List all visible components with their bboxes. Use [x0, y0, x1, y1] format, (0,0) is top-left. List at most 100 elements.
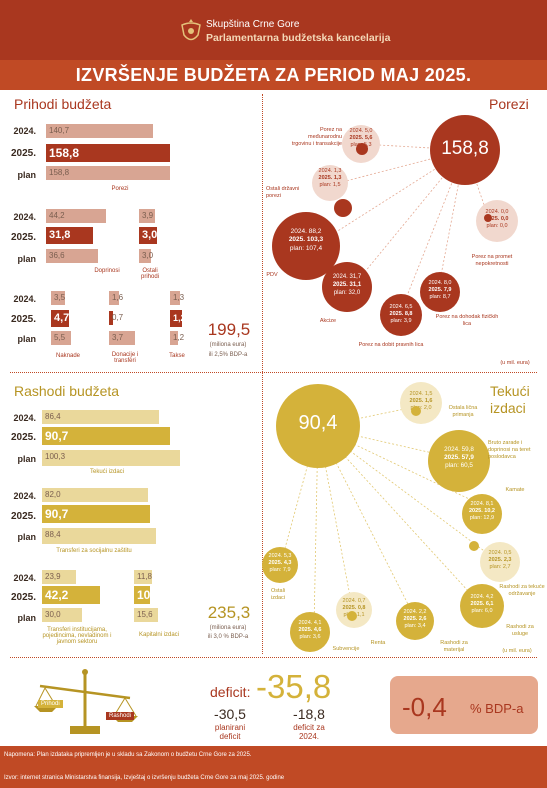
bar-plan: 30,0 [42, 608, 82, 622]
office-name: Parlamentarna budžetska kancelarija [206, 32, 391, 44]
category-label: Takse [169, 353, 185, 359]
bar-plan: 158,8 [46, 166, 170, 180]
bar-plan: 3,7 [109, 331, 135, 345]
exp-name: Rashodi za tekuće održavanje [499, 584, 545, 598]
exp-bubble [336, 592, 372, 628]
bar-plan: 1,2 [170, 331, 184, 345]
tax-bubble [380, 294, 422, 336]
deficit-value: -35,8 [256, 668, 332, 705]
exp-bubble [262, 547, 298, 583]
bar-2024: 23,9 [42, 570, 76, 584]
current-exp-total-value: 90,4 [298, 412, 338, 434]
bar-2025: 31,8 [46, 227, 93, 244]
footer-source: Izvor: internet stranica Ministarstva fi… [4, 775, 285, 781]
tax-dot [356, 143, 368, 155]
tax-values: 2024. 8,0 2025. 7,9 plan: 8,7 [428, 280, 452, 301]
exp-name: Rashodi za materijal [440, 640, 468, 654]
bar-plan: 15,6 [134, 608, 158, 622]
tax-name: Porez na međunarodnu trgovinu i transakc… [291, 127, 342, 148]
org-name: Skupština Crne Gore [206, 19, 300, 30]
revenue-section-title: Prihodi budžeta [14, 96, 112, 112]
tax-values: 2024. 0,0 2025. 0,0 plan: 0,0 [485, 209, 509, 230]
current-exp-title: Tekući izdaci [490, 383, 530, 416]
tax-name: Akcize [319, 318, 337, 324]
bar-2024: 3,5 [51, 291, 65, 305]
exp-name: Bruto zarade i doprinosi na teret poslod… [488, 440, 531, 461]
category-label: Doprinosi [94, 268, 120, 274]
exp-bubble [460, 584, 504, 628]
row-label: plan [17, 254, 36, 264]
exp-dot [347, 611, 357, 621]
deficit-2024: -18,8 [293, 706, 325, 722]
deficit-2024-label: deficit za 2024. [293, 723, 325, 741]
tax-bubble [420, 272, 460, 312]
row-label: 2024. [13, 294, 36, 304]
expenses-section-title: Rashodi budžeta [14, 383, 120, 399]
tax-values: 2024. 1,3 2025. 1,3 plan: 1,5 [318, 168, 342, 189]
revenue-total: 199,5 [207, 320, 251, 339]
tax-bubble [312, 165, 348, 201]
category-label: Transferi za socijalnu zaštitu [56, 548, 132, 554]
tax-values: 2024. 6,5 2025. 8,8 plan: 3,9 [389, 304, 413, 325]
exp-values: 2024. 4,1 2025. 4,6 plan: 3,6 [298, 620, 322, 641]
tax-values: 2024. 88,2 2025. 103,3 plan: 107,4 [288, 228, 324, 252]
exp-values: 2024. 8,1 2025. 10,2 plan: 12,9 [468, 501, 495, 522]
bar-2025: 158,8 [46, 144, 170, 162]
exp-dot [411, 406, 421, 416]
bar-2025: 90,7 [42, 505, 150, 523]
category-label: Donacije i transferi [111, 352, 139, 364]
exp-name: Kamate [505, 487, 525, 493]
exp-bubble [480, 542, 520, 582]
row-label: plan [17, 170, 36, 180]
category-label: Transferi institucijama, pojedincima, ne… [42, 627, 112, 645]
expenses-total-bdp: ili 3,0 % BDP-a [207, 634, 249, 640]
bar-2024: 140,7 [46, 124, 153, 138]
unit-label: (u mil. eura) [500, 360, 530, 366]
tax-values: 2024. 31,7 2025. 31,1 plan: 32,0 [332, 274, 362, 296]
tax-name: PDV [266, 272, 278, 278]
bdp-label: % BDP-a [470, 701, 524, 716]
expenses-total-unit: (miliona eura) [209, 625, 247, 631]
exp-values: 2024. 59,8 2025. 57,9 plan: 60,5 [444, 446, 474, 470]
bar-plan: 5,5 [51, 331, 71, 345]
exp-values: 2024. 0,5 2025. 2,3 plan: 2,7 [488, 550, 512, 571]
revenue-total-bdp: ili 2,5% BDP-a [208, 352, 248, 358]
bar-2024: 1,6 [109, 291, 123, 305]
tax-bubble [322, 262, 372, 312]
exp-values: 2024. 5,3 2025. 4,3 plan: 7,9 [268, 553, 292, 574]
bar-2024: 3,9 [139, 209, 155, 223]
exp-name: Subvencije [332, 646, 360, 652]
row-label: 2024. [13, 212, 36, 222]
revenue-total-unit: (miliona eura) [209, 342, 247, 348]
row-label: 2024. [13, 126, 36, 136]
exp-bubble [428, 430, 490, 492]
exp-bubble [396, 602, 434, 640]
row-label: 2025. [10, 148, 36, 159]
planned-deficit-label: planirani deficit [214, 723, 246, 741]
category-label: Tekući izdaci [89, 469, 124, 475]
tax-name: Ostali državni porezi [266, 186, 300, 200]
vertical-divider [262, 94, 263, 654]
exp-values: 2024. 4,2 2025. 6,1 plan: 6,0 [470, 594, 494, 615]
bar-2025: 1,2 [170, 310, 186, 327]
row-label: plan [17, 454, 36, 464]
planned-deficit: -30,5 [214, 706, 246, 722]
bar-plan: 88,4 [42, 528, 156, 544]
deficit-label: deficit: [210, 684, 251, 700]
bar-plan: 100,3 [42, 450, 180, 466]
bdp-value: -0,4 [402, 692, 447, 722]
exp-bubble [400, 382, 442, 424]
exp-values: 2024. 2,2 2025. 2,6 plan: 3,4 [403, 609, 427, 630]
tax-dot [334, 199, 352, 217]
bar-plan: 3,0 [139, 249, 153, 263]
exp-dot [469, 541, 479, 551]
bdp-box [390, 676, 538, 734]
bar-2024: 82,0 [42, 488, 148, 502]
category-label: Naknade [55, 353, 81, 359]
footer-bar [0, 746, 547, 788]
taxes-section-title: Porezi [489, 96, 529, 112]
current-exp-total-bubble [276, 384, 360, 468]
tax-name: Porez na dohodak fizičkih lica [435, 314, 499, 328]
row-label: plan [17, 532, 36, 542]
